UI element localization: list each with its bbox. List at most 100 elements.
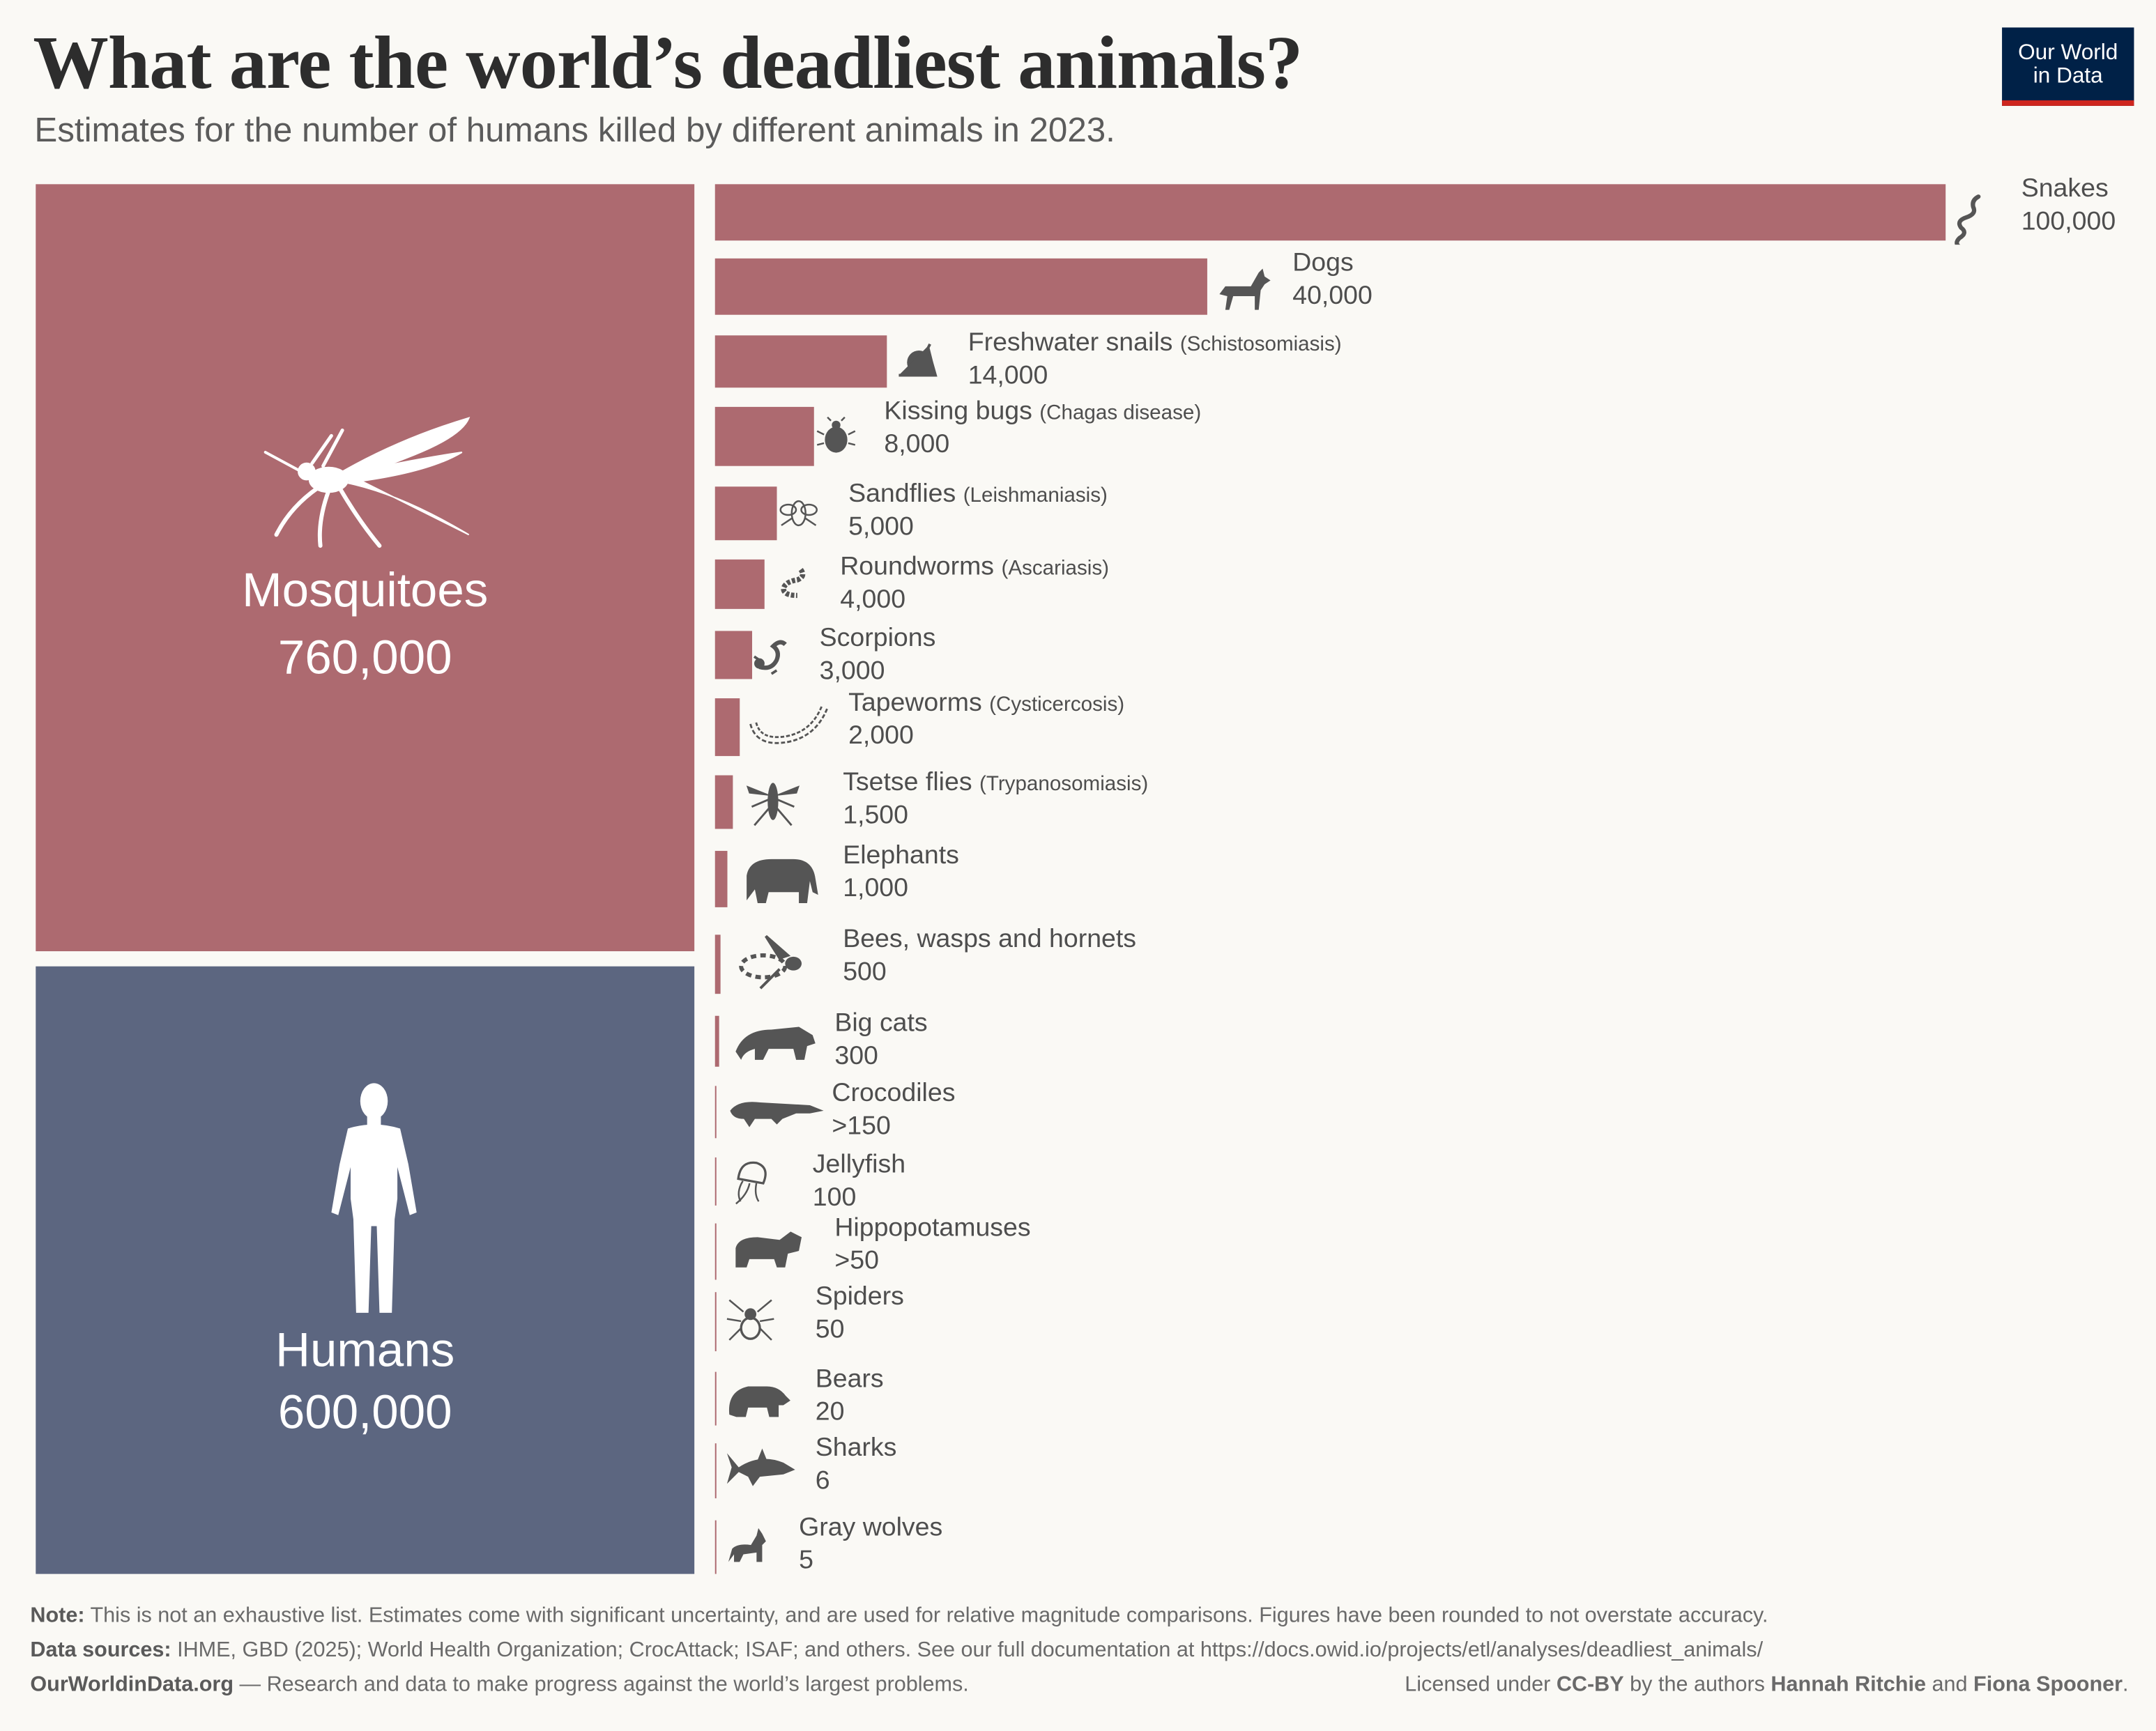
logo-line1: Our World <box>2018 40 2118 64</box>
hippo-icon <box>735 1231 802 1267</box>
bar-elephants <box>714 851 728 907</box>
note-label: Note: <box>30 1604 85 1628</box>
bar-tsetse-flies <box>714 775 734 829</box>
humans-box: Humans 600,000 <box>36 966 695 1574</box>
bar-label: Scorpions 3,000 <box>820 623 936 688</box>
animal-name: Sharks <box>815 1433 897 1463</box>
big-cat-icon <box>735 1026 816 1059</box>
mosquitoes-value: 760,000 <box>277 631 452 685</box>
site-link[interactable]: OurWorldinData.org <box>30 1672 234 1697</box>
animal-detail: (Leishmaniasis) <box>963 484 1108 507</box>
bar-hippopotamuses <box>714 1223 717 1280</box>
sources-label: Data sources: <box>30 1638 171 1662</box>
sandfly-icon <box>779 499 818 526</box>
note-text: This is not an exhaustive list. Estimate… <box>84 1604 1768 1628</box>
bar-sandflies <box>714 486 777 541</box>
snail-icon <box>899 343 938 377</box>
bar-label: Crocodiles >150 <box>832 1078 955 1143</box>
animal-value: 100,000 <box>2021 207 2116 237</box>
jellyfish-icon <box>735 1160 767 1204</box>
bear-icon <box>729 1385 791 1417</box>
animal-name: Crocodiles <box>832 1079 956 1108</box>
mosquito-icon <box>263 417 471 548</box>
bar-label: Freshwater snails (Schistosomiasis) 14,00… <box>968 327 1342 392</box>
humans-label: Humans <box>275 1323 455 1378</box>
animal-name: Spiders <box>815 1282 904 1311</box>
scorpion-icon <box>753 639 787 675</box>
license-link[interactable]: CC-BY <box>1556 1672 1624 1697</box>
animal-name: Jellyfish <box>812 1151 906 1180</box>
bar-scorpions <box>714 631 752 679</box>
dog-icon <box>1219 268 1271 309</box>
bar-roundworms <box>714 559 765 609</box>
mosquitoes-box: Mosquitoes 760,000 <box>36 184 695 952</box>
owid-logo[interactable]: Our World in Data <box>2002 27 2134 106</box>
animal-value: 14,000 <box>968 361 1048 391</box>
bar-dogs <box>714 258 1207 315</box>
bar-jellyfish <box>714 1157 717 1206</box>
bar-label: Bees, wasps and hornets 500 <box>843 924 1136 989</box>
license-mid: by the authors <box>1623 1672 1771 1697</box>
animal-detail: (Chagas disease) <box>1039 401 1202 425</box>
logo-line2: in Data <box>2033 63 2103 88</box>
animal-value: 3,000 <box>819 656 885 686</box>
bar-label: Gray wolves 5 <box>799 1512 942 1577</box>
license-end: . <box>2123 1672 2129 1697</box>
bar-tapeworms <box>714 698 740 756</box>
bar-kissing-bugs <box>714 406 813 466</box>
footer-note: Note: This is not an exhaustive list. Es… <box>30 1604 1768 1629</box>
bar-snakes <box>714 184 1946 241</box>
animal-value: 300 <box>834 1042 878 1071</box>
bug-icon <box>816 415 856 452</box>
animal-value: 6 <box>815 1466 830 1496</box>
animal-value: 40,000 <box>1292 282 1373 311</box>
bar-spiders <box>714 1292 717 1352</box>
animal-detail: (Trypanosomiasis) <box>979 772 1149 797</box>
author-2: Fiona Spooner <box>1973 1672 2123 1697</box>
bar-crocodiles <box>714 1086 717 1139</box>
animal-name: Elephants <box>843 841 959 870</box>
bar-label: Sandflies (Leishmaniasis) 5,000 <box>848 478 1108 543</box>
animal-value: 1,000 <box>843 874 908 903</box>
license-and: and <box>1925 1672 1974 1697</box>
tagline: — Research and data to make progress aga… <box>233 1672 969 1697</box>
roundworm-icon <box>781 568 806 599</box>
animal-name: Dogs <box>1292 249 1354 278</box>
animal-name: Tapeworms <box>848 688 982 718</box>
bar-label: Elephants 1,000 <box>843 840 959 905</box>
license: Licensed under CC-BY by the authors Hann… <box>1405 1673 2128 1698</box>
bar-label: Roundworms (Ascariasis) 4,000 <box>840 551 1109 616</box>
animal-name: Hippopotamuses <box>834 1213 1031 1243</box>
animal-name: Freshwater snails <box>968 328 1173 357</box>
animal-name: Sandflies <box>848 479 956 509</box>
animal-value: 100 <box>812 1183 857 1213</box>
chart-title: What are the world’s deadliest animals? <box>33 20 1303 105</box>
animal-name: Bees, wasps and hornets <box>843 925 1137 954</box>
animal-name: Scorpions <box>819 624 936 653</box>
bar-label: Dogs 40,000 <box>1292 247 1373 312</box>
mosquitoes-label: Mosquitoes <box>242 563 489 617</box>
bar-label: Jellyfish 100 <box>813 1149 905 1214</box>
elephant-icon <box>747 858 818 902</box>
animal-detail: (Cysticercosis) <box>989 693 1125 716</box>
shark-icon <box>727 1448 796 1486</box>
bar-freshwater-snails <box>714 335 887 388</box>
bar-label: Bears 20 <box>816 1364 884 1429</box>
chart-subtitle: Estimates for the number of humans kille… <box>34 111 1115 151</box>
human-icon <box>331 1083 417 1313</box>
sources-text[interactable]: IHME, GBD (2025); World Health Organizat… <box>171 1638 1764 1662</box>
license-pre: Licensed under <box>1405 1672 1557 1697</box>
bar-label: Spiders 50 <box>816 1281 904 1346</box>
tapeworm-icon <box>749 705 828 744</box>
snake-icon <box>1955 194 1981 245</box>
animal-value: 20 <box>815 1398 845 1427</box>
bar-label: Snakes 100,000 <box>2021 174 2116 238</box>
bar-big-cats <box>714 1015 719 1067</box>
bar-label: Kissing bugs (Chagas disease) 8,000 <box>884 396 1201 461</box>
wasp-icon <box>739 934 802 989</box>
animal-name: Big cats <box>834 1008 928 1038</box>
bar-bears <box>714 1371 717 1426</box>
bar-label: Hippopotamuses >50 <box>834 1213 1030 1277</box>
animal-name: Bears <box>815 1364 884 1394</box>
